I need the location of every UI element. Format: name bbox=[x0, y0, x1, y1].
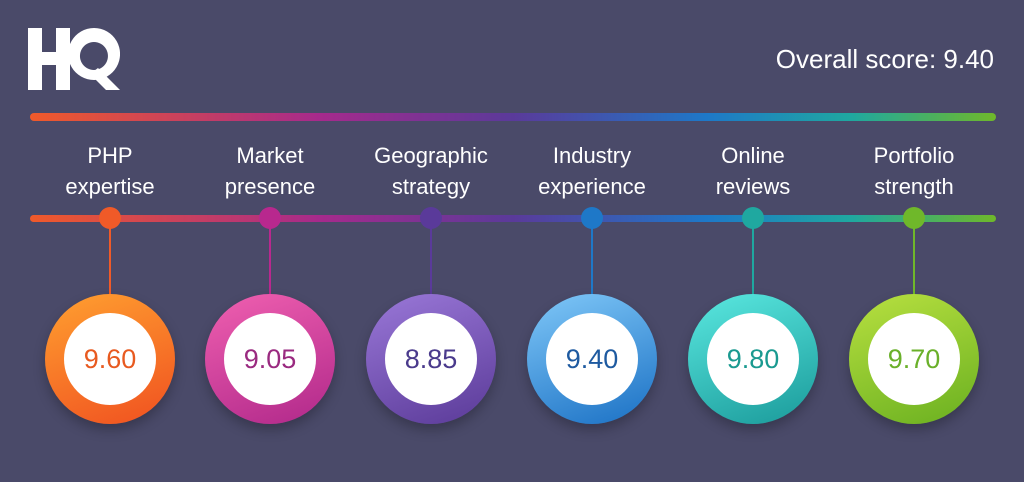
item-label: Industry experience bbox=[512, 140, 672, 202]
connector-line bbox=[752, 228, 754, 300]
score-item-market-presence: Market presence 9.05 bbox=[190, 0, 350, 482]
top-gradient-line bbox=[30, 113, 996, 121]
label-line: reviews bbox=[715, 174, 791, 199]
score-item-portfolio-strength: Portfolio strength 9.70 bbox=[834, 0, 994, 482]
label-line: strategy bbox=[391, 174, 471, 199]
score-value: 9.60 bbox=[64, 313, 156, 405]
connector-line bbox=[913, 228, 915, 300]
score-circle: 9.40 bbox=[527, 294, 657, 424]
connector-line bbox=[269, 228, 271, 300]
timeline-dot bbox=[420, 207, 442, 229]
score-value: 8.85 bbox=[385, 313, 477, 405]
item-label: Geographic strategy bbox=[351, 140, 511, 202]
label-line: presence bbox=[224, 174, 316, 199]
score-circle: 8.85 bbox=[366, 294, 496, 424]
timeline-gradient-line bbox=[30, 215, 996, 222]
timeline-dot bbox=[259, 207, 281, 229]
score-item-geographic-strategy: Geographic strategy 8.85 bbox=[351, 0, 511, 482]
label-line: experience bbox=[538, 174, 646, 199]
label-line: Market bbox=[236, 143, 304, 168]
timeline-dot bbox=[742, 207, 764, 229]
timeline-dot bbox=[581, 207, 603, 229]
connector-line bbox=[109, 228, 111, 300]
label-line: Portfolio bbox=[873, 143, 955, 168]
item-label: Portfolio strength bbox=[834, 140, 994, 202]
item-label: PHP expertise bbox=[30, 140, 190, 202]
score-circle: 9.80 bbox=[688, 294, 818, 424]
score-value: 9.70 bbox=[868, 313, 960, 405]
timeline-dot bbox=[99, 207, 121, 229]
score-value: 9.40 bbox=[546, 313, 638, 405]
label-line: Industry bbox=[552, 143, 632, 168]
score-item-industry-experience: Industry experience 9.40 bbox=[512, 0, 672, 482]
item-label: Market presence bbox=[190, 140, 350, 202]
timeline-dot bbox=[903, 207, 925, 229]
connector-line bbox=[591, 228, 593, 300]
item-label: Online reviews bbox=[673, 140, 833, 202]
score-circle: 9.60 bbox=[45, 294, 175, 424]
connector-line bbox=[430, 228, 432, 300]
score-item-online-reviews: Online reviews 9.80 bbox=[673, 0, 833, 482]
label-line: expertise bbox=[65, 174, 155, 199]
hq-logo bbox=[28, 28, 120, 90]
score-circle: 9.05 bbox=[205, 294, 335, 424]
label-line: strength bbox=[874, 174, 954, 199]
label-line: PHP bbox=[87, 143, 133, 168]
label-line: Online bbox=[721, 143, 785, 168]
score-item-php-expertise: PHP expertise 9.60 bbox=[30, 0, 190, 482]
overall-score: Overall score: 9.40 bbox=[775, 44, 994, 74]
label-line: Geographic bbox=[374, 143, 488, 168]
score-value: 9.80 bbox=[707, 313, 799, 405]
score-value: 9.05 bbox=[224, 313, 316, 405]
score-circle: 9.70 bbox=[849, 294, 979, 424]
